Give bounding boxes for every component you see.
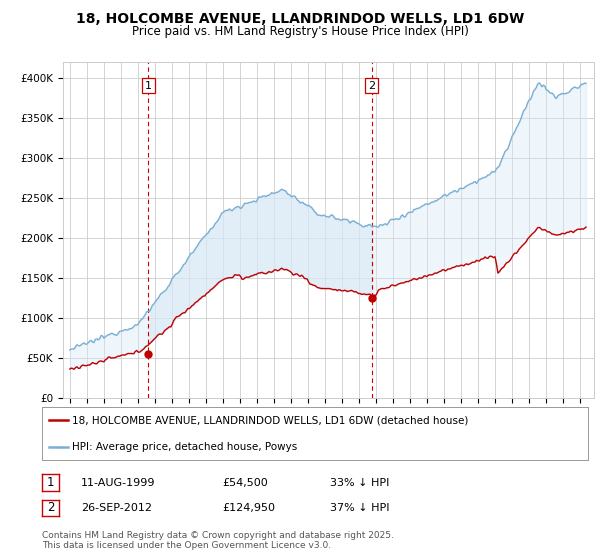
Text: 33% ↓ HPI: 33% ↓ HPI xyxy=(330,478,389,488)
Text: 18, HOLCOMBE AVENUE, LLANDRINDOD WELLS, LD1 6DW (detached house): 18, HOLCOMBE AVENUE, LLANDRINDOD WELLS, … xyxy=(72,416,469,426)
Text: 11-AUG-1999: 11-AUG-1999 xyxy=(81,478,155,488)
Text: 1: 1 xyxy=(145,81,152,91)
Text: 2: 2 xyxy=(47,501,54,515)
Text: 18, HOLCOMBE AVENUE, LLANDRINDOD WELLS, LD1 6DW: 18, HOLCOMBE AVENUE, LLANDRINDOD WELLS, … xyxy=(76,12,524,26)
Text: 2: 2 xyxy=(368,81,375,91)
Text: Price paid vs. HM Land Registry's House Price Index (HPI): Price paid vs. HM Land Registry's House … xyxy=(131,25,469,38)
Text: Contains HM Land Registry data © Crown copyright and database right 2025.
This d: Contains HM Land Registry data © Crown c… xyxy=(42,531,394,550)
Text: £54,500: £54,500 xyxy=(222,478,268,488)
Text: HPI: Average price, detached house, Powys: HPI: Average price, detached house, Powy… xyxy=(72,442,297,452)
Text: 1: 1 xyxy=(47,476,54,489)
Text: 26-SEP-2012: 26-SEP-2012 xyxy=(81,503,152,513)
Text: £124,950: £124,950 xyxy=(222,503,275,513)
Text: 37% ↓ HPI: 37% ↓ HPI xyxy=(330,503,389,513)
